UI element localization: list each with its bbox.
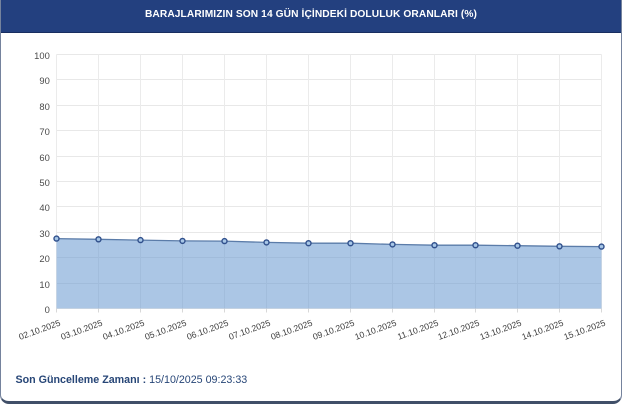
svg-text:08.10.2025: 08.10.2025 bbox=[269, 318, 313, 342]
svg-text:20: 20 bbox=[39, 253, 49, 264]
svg-text:02.10.2025: 02.10.2025 bbox=[17, 318, 61, 342]
svg-text:0: 0 bbox=[45, 304, 50, 315]
svg-text:03.10.2025: 03.10.2025 bbox=[59, 318, 103, 342]
svg-text:14.10.2025: 14.10.2025 bbox=[520, 318, 564, 342]
svg-text:30: 30 bbox=[39, 228, 49, 239]
svg-text:13.10.2025: 13.10.2025 bbox=[478, 318, 522, 342]
svg-text:04.10.2025: 04.10.2025 bbox=[101, 318, 145, 342]
svg-text:11.10.2025: 11.10.2025 bbox=[396, 318, 440, 342]
svg-text:50: 50 bbox=[39, 177, 49, 188]
svg-text:80: 80 bbox=[39, 101, 49, 112]
svg-text:10: 10 bbox=[39, 279, 49, 290]
svg-text:10.10.2025: 10.10.2025 bbox=[353, 318, 397, 342]
svg-text:100: 100 bbox=[34, 50, 50, 61]
svg-text:05.10.2025: 05.10.2025 bbox=[143, 318, 187, 342]
svg-text:60: 60 bbox=[39, 152, 49, 163]
svg-text:06.10.2025: 06.10.2025 bbox=[185, 318, 229, 342]
svg-text:15.10.2025: 15.10.2025 bbox=[562, 318, 606, 342]
svg-text:90: 90 bbox=[39, 75, 49, 86]
svg-text:70: 70 bbox=[39, 126, 49, 137]
svg-text:07.10.2025: 07.10.2025 bbox=[227, 318, 271, 342]
svg-text:12.10.2025: 12.10.2025 bbox=[436, 318, 480, 342]
svg-text:09.10.2025: 09.10.2025 bbox=[311, 318, 355, 342]
svg-text:40: 40 bbox=[39, 202, 49, 213]
